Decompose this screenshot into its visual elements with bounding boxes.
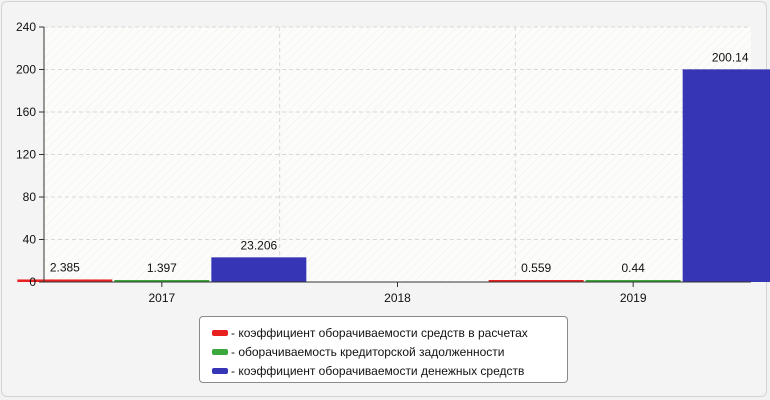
data-label: 0.44 [621,261,645,275]
y-tick-label: 80 [23,190,37,204]
y-tick-label: 160 [16,105,36,119]
legend-swatch-green [212,348,228,355]
data-label: 0.559 [521,261,551,275]
bar [682,69,770,282]
legend-swatch-blue [212,367,228,374]
legend-swatch-red [212,329,228,336]
y-tick-label: 0 [29,275,36,289]
bar [17,279,113,282]
legend-label: - оборачиваемость кредиторской задолженн… [231,344,505,359]
bar [211,257,307,282]
bar [585,280,681,282]
legend-item: - оборачиваемость кредиторской задолженн… [212,342,567,361]
legend-label: - коэффициент оборачиваемости средств в … [231,325,528,340]
y-tick-label: 40 [23,233,37,247]
legend-item: - коэффициент оборачиваемости средств в … [212,323,567,342]
legend: - коэффициент оборачиваемости средств в … [199,316,568,383]
bar [488,280,584,282]
x-tick-label: 2018 [384,291,411,305]
x-tick-label: 2019 [620,291,647,305]
data-label: 200.14 [712,50,749,64]
bar [114,280,210,282]
data-label: 1.397 [147,261,177,275]
y-tick-label: 200 [16,63,36,77]
y-tick-label: 240 [16,20,36,34]
legend-item: - коэффициент оборачиваемости денежных с… [212,361,567,380]
x-tick-label: 2017 [148,291,175,305]
y-tick-label: 120 [16,148,36,162]
data-label: 23.206 [240,238,277,252]
data-label: 2.385 [50,260,80,274]
legend-label: - коэффициент оборачиваемости денежных с… [231,363,525,378]
